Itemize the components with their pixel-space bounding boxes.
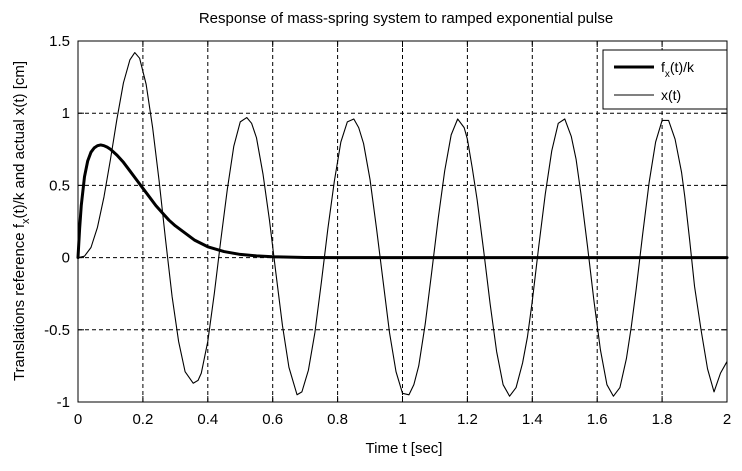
x-tick-label: 0.4: [197, 411, 218, 428]
x-tick-label: 1: [398, 411, 406, 428]
y-axis-label: Translations reference fx(t)/k and actua…: [11, 61, 32, 381]
chart-title: Response of mass-spring system to ramped…: [199, 10, 613, 27]
x-tick-label: 1.8: [652, 411, 673, 428]
y-axis-label-part1: Translations reference f: [11, 223, 28, 381]
legend-fx-part1: f: [661, 59, 665, 75]
y-tick-label: 1.5: [49, 33, 70, 50]
legend-fx-subscript: x: [665, 69, 670, 80]
x-tick-label: 0.2: [132, 411, 153, 428]
legend-box: [602, 49, 728, 110]
legend-entry-fx: fx(t)/k: [661, 59, 695, 80]
y-tick-label: 0: [62, 250, 70, 267]
x-axis-label: Time t [sec]: [366, 440, 443, 457]
x-tick-label: 1.6: [587, 411, 608, 428]
x-tick-labels: 0 0.2 0.4 0.6 0.8 1 1.2 1.4 1.6 1.8 2: [74, 411, 731, 428]
series-line-fx-over-k: [76, 143, 729, 260]
y-tick-label: -0.5: [44, 322, 70, 339]
legend-fx-part2: (t)/k: [670, 59, 695, 75]
legend: fx(t)/k x(t): [602, 49, 728, 110]
y-tick-label: 0.5: [49, 177, 70, 194]
series-layer: [76, 52, 729, 397]
ticks: [77, 40, 728, 403]
x-tick-label: 1.2: [457, 411, 478, 428]
x-tick-label: 0.6: [262, 411, 283, 428]
y-tick-label: 1: [62, 105, 70, 122]
y-tick-label: -1: [57, 394, 70, 411]
x-tick-label: 0.8: [327, 411, 348, 428]
x-tick-label: 1.4: [522, 411, 543, 428]
y-axis-label-subscript: x: [20, 218, 32, 224]
series-line-x-t: [77, 52, 728, 397]
x-tick-label: 0: [74, 411, 82, 428]
legend-entry-x: x(t): [661, 87, 681, 103]
y-tick-labels: -1 -0.5 0 0.5 1 1.5: [44, 33, 70, 411]
y-axis-label-part2: (t)/k and actual x(t) [cm]: [11, 61, 28, 219]
x-tick-label: 2: [723, 411, 731, 428]
